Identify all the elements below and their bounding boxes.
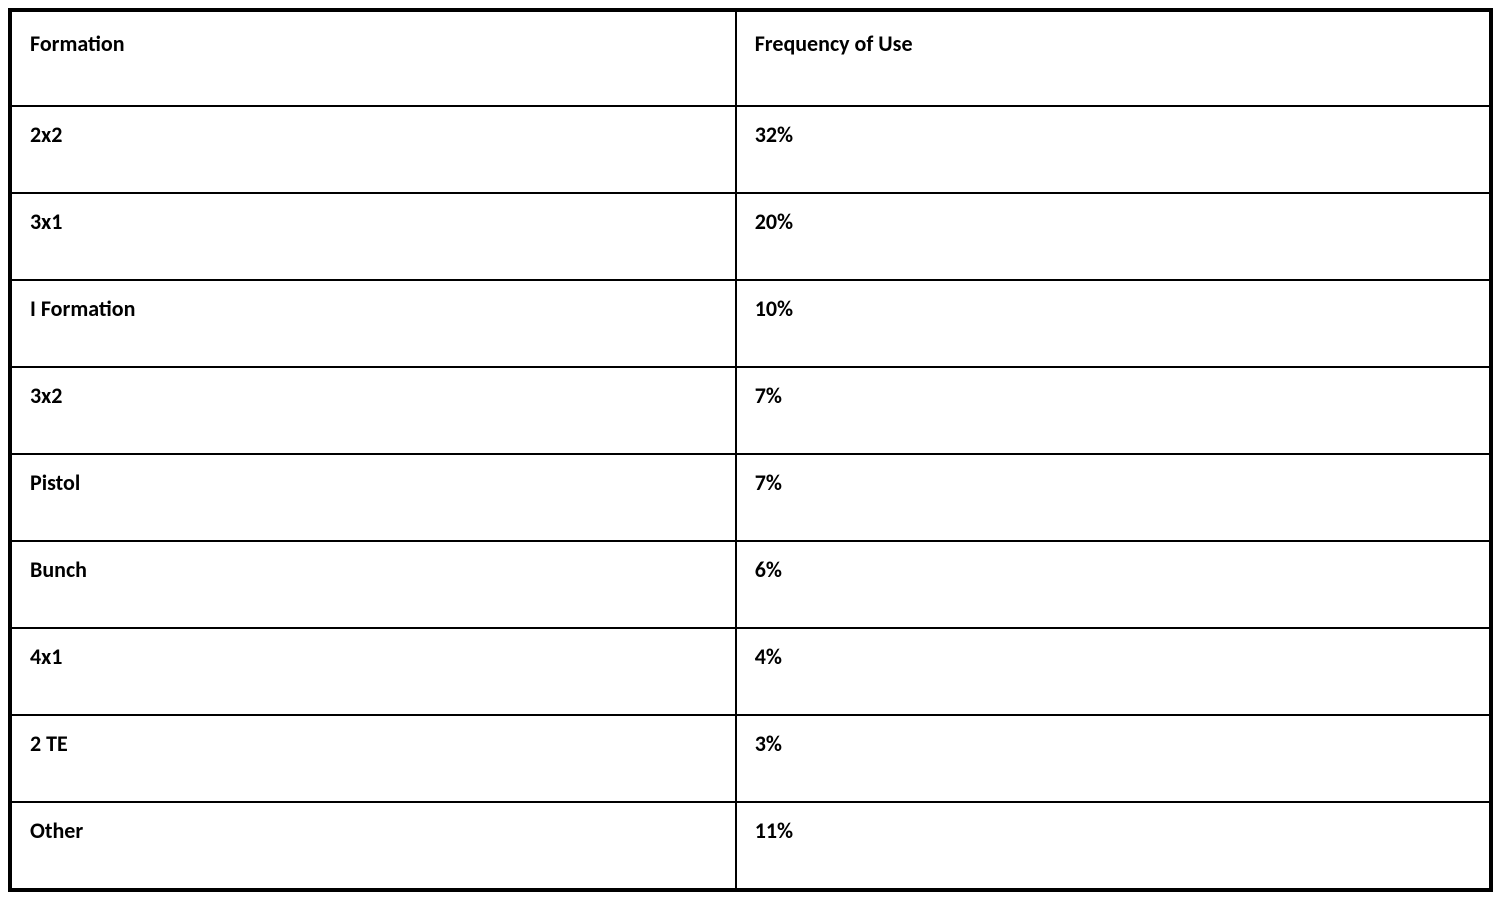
cell-frequency: 7%: [736, 454, 1490, 541]
table-row: Other 11%: [11, 802, 1490, 889]
cell-frequency: 10%: [736, 280, 1490, 367]
cell-formation: 3x1: [11, 193, 736, 280]
table-row: 2 TE 3%: [11, 715, 1490, 802]
table-row: 3x2 7%: [11, 367, 1490, 454]
cell-formation: 4x1: [11, 628, 736, 715]
cell-frequency: 4%: [736, 628, 1490, 715]
data-table: Formation Frequency of Use 2x2 32% 3x1 2…: [10, 10, 1491, 890]
cell-formation: Other: [11, 802, 736, 889]
cell-frequency: 20%: [736, 193, 1490, 280]
table-row: 3x1 20%: [11, 193, 1490, 280]
table-row: 4x1 4%: [11, 628, 1490, 715]
table-row: 2x2 32%: [11, 106, 1490, 193]
cell-formation: 3x2: [11, 367, 736, 454]
table-row: I Formation 10%: [11, 280, 1490, 367]
column-header-formation: Formation: [11, 11, 736, 106]
cell-frequency: 3%: [736, 715, 1490, 802]
cell-frequency: 7%: [736, 367, 1490, 454]
table-row: Bunch 6%: [11, 541, 1490, 628]
cell-frequency: 6%: [736, 541, 1490, 628]
cell-formation: 2 TE: [11, 715, 736, 802]
table-row: Pistol 7%: [11, 454, 1490, 541]
cell-formation: 2x2: [11, 106, 736, 193]
cell-formation: Bunch: [11, 541, 736, 628]
cell-formation: Pistol: [11, 454, 736, 541]
cell-frequency: 32%: [736, 106, 1490, 193]
cell-formation: I Formation: [11, 280, 736, 367]
column-header-frequency: Frequency of Use: [736, 11, 1490, 106]
formation-frequency-table: Formation Frequency of Use 2x2 32% 3x1 2…: [8, 8, 1493, 892]
table-header-row: Formation Frequency of Use: [11, 11, 1490, 106]
cell-frequency: 11%: [736, 802, 1490, 889]
